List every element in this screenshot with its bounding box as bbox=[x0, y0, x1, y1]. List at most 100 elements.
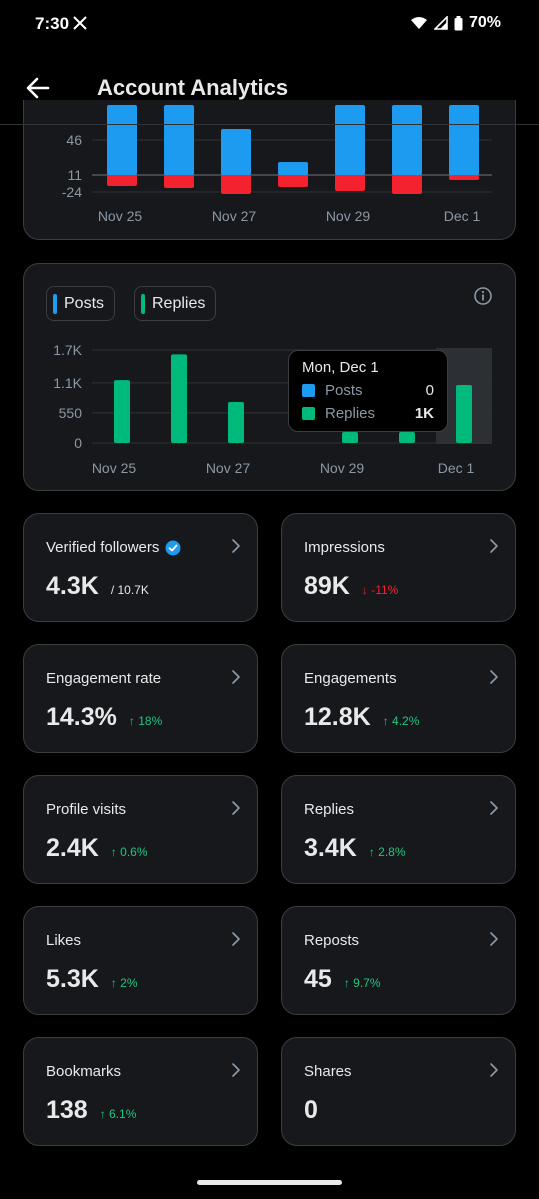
metric-label-text: Bookmarks bbox=[46, 1063, 122, 1080]
metric-change-up: ↑ 6.1% bbox=[99, 1107, 137, 1121]
top-bar-negative bbox=[392, 175, 422, 194]
metric-change-up: ↑ 0.6% bbox=[110, 845, 148, 859]
tooltip-row-posts: Posts 0 bbox=[302, 382, 434, 399]
metric-card-impressions[interactable]: Impressions 89K ↓ -11% bbox=[281, 513, 516, 622]
wifi-icon bbox=[410, 17, 427, 29]
top-x-tick-label: Dec 1 bbox=[444, 208, 481, 224]
chevron-right-icon bbox=[490, 932, 498, 946]
mid-x-tick-label: Nov 27 bbox=[206, 460, 251, 476]
status-bar: 7:30 70% bbox=[0, 0, 539, 48]
metric-change-up: ↑ 9.7% bbox=[343, 976, 381, 990]
metric-value: 2.4K bbox=[46, 834, 99, 862]
top-bar-negative bbox=[221, 175, 251, 194]
metric-total: / 10.7K bbox=[110, 583, 149, 597]
metric-label-text: Likes bbox=[46, 932, 82, 949]
top-bar-positive bbox=[335, 105, 365, 175]
page-title: Account Analytics bbox=[97, 75, 289, 100]
mid-y-tick-label: 1.1K bbox=[53, 375, 82, 391]
top-bar-positive bbox=[449, 105, 479, 175]
metric-value-row: 12.8K ↑ 4.2% bbox=[304, 703, 419, 732]
chevron-right-icon bbox=[490, 670, 498, 684]
metric-value: 5.3K bbox=[46, 965, 99, 993]
chevron-right-icon bbox=[232, 801, 240, 815]
metric-label: Impressions bbox=[304, 539, 385, 556]
metric-card-verified-followers[interactable]: Verified followers 4.3K / 10.7K bbox=[23, 513, 258, 622]
status-icons: 70% bbox=[410, 14, 501, 32]
metric-card-bookmarks[interactable]: Bookmarks 138 ↑ 6.1% bbox=[23, 1037, 258, 1146]
tooltip-row-replies: Replies 1K bbox=[302, 405, 434, 422]
mid-x-tick-label: Nov 29 bbox=[320, 460, 365, 476]
chevron-right-icon bbox=[490, 1063, 498, 1077]
chevron-right-icon bbox=[232, 1063, 240, 1077]
metric-label-text: Engagement rate bbox=[46, 670, 162, 687]
legend-replies[interactable]: Replies bbox=[134, 286, 217, 321]
top-bar-negative bbox=[335, 175, 365, 191]
mid-bar-replies bbox=[342, 432, 358, 443]
metric-card-reposts[interactable]: Reposts 45 ↑ 9.7% bbox=[281, 906, 516, 1015]
metric-value-row: 2.4K ↑ 0.6% bbox=[46, 834, 148, 863]
mid-bar-replies bbox=[114, 380, 130, 443]
tooltip-posts-value: 0 bbox=[425, 382, 434, 399]
metric-card-engagements[interactable]: Engagements 12.8K ↑ 4.2% bbox=[281, 644, 516, 753]
metric-change-down: ↓ -11% bbox=[361, 583, 399, 597]
metric-change-up: ↑ 2% bbox=[110, 976, 138, 990]
metric-card-profile-visits[interactable]: Profile visits 2.4K ↑ 0.6% bbox=[23, 775, 258, 884]
metric-value-row: 0 bbox=[304, 1096, 318, 1125]
chart-posts-change-svg: 46 11-24 Nov 25 Nov 27 Nov 29 Dec 1 bbox=[62, 105, 492, 224]
metric-card-likes[interactable]: Likes 5.3K ↑ 2% bbox=[23, 906, 258, 1015]
metric-value-row: 4.3K / 10.7K bbox=[46, 572, 149, 601]
metric-label-text: Shares bbox=[304, 1063, 352, 1080]
battery-percent: 70% bbox=[468, 14, 501, 31]
mid-x-tick-label: Dec 1 bbox=[438, 460, 475, 476]
status-time: 7:30 bbox=[35, 14, 70, 33]
top-bar-negative bbox=[449, 175, 479, 180]
metric-value: 45 bbox=[304, 965, 332, 993]
metric-label-text: Replies bbox=[304, 801, 355, 818]
metric-label: Profile visits bbox=[46, 801, 126, 818]
metric-label: Bookmarks bbox=[46, 1063, 121, 1080]
chevron-right-icon bbox=[232, 670, 240, 684]
battery-icon bbox=[454, 15, 463, 30]
tooltip-replies-label: Replies bbox=[325, 405, 376, 422]
tooltip-title: Mon, Dec 1 bbox=[302, 359, 379, 376]
top-x-tick-label: Nov 29 bbox=[326, 208, 371, 224]
mid-y-tick-label: 550 bbox=[59, 405, 83, 421]
info-icon[interactable] bbox=[473, 286, 493, 306]
top-bar-positive bbox=[107, 105, 137, 175]
metric-label-text: Impressions bbox=[304, 539, 385, 556]
metric-value: 89K bbox=[304, 572, 350, 600]
back-arrow-icon[interactable] bbox=[22, 72, 54, 104]
tooltip-replies-swatch bbox=[302, 407, 315, 420]
mid-bar-replies bbox=[228, 401, 244, 443]
top-bar-positive bbox=[221, 129, 251, 175]
chevron-right-icon bbox=[490, 801, 498, 815]
top-bar-negative bbox=[107, 175, 137, 186]
x-logo-icon bbox=[73, 16, 87, 30]
cellular-signal-icon bbox=[433, 16, 448, 30]
metric-change-up: ↑ 2.8% bbox=[368, 845, 406, 859]
metric-value-row: 45 ↑ 9.7% bbox=[304, 965, 381, 994]
metric-label: Reposts bbox=[304, 932, 359, 949]
legend-posts[interactable]: Posts bbox=[46, 286, 116, 321]
legend-posts-swatch bbox=[53, 293, 57, 314]
metric-change-up: ↑ 18% bbox=[128, 714, 163, 728]
metric-value: 12.8K bbox=[304, 703, 371, 731]
home-indicator[interactable] bbox=[197, 1180, 342, 1185]
top-bar-positive bbox=[392, 105, 422, 175]
chart-posts-change: 46 11 -24 Nov 25 Nov 27 Nov 29 Dec 1 bbox=[23, 100, 516, 240]
header-divider bbox=[0, 124, 539, 125]
metric-value: 14.3% bbox=[46, 703, 117, 731]
top-x-tick-label: Nov 27 bbox=[212, 208, 257, 224]
metric-label-text: Verified followers bbox=[46, 539, 160, 556]
metric-card-shares[interactable]: Shares 0 bbox=[281, 1037, 516, 1146]
mid-y-tick-label: 0 bbox=[74, 435, 82, 451]
metric-label: Likes bbox=[46, 932, 81, 949]
legend-posts-label: Posts bbox=[64, 294, 105, 312]
metric-card-replies[interactable]: Replies 3.4K ↑ 2.8% bbox=[281, 775, 516, 884]
chart-tooltip: Mon, Dec 1 Posts 0 Replies 1K bbox=[288, 350, 448, 432]
metric-label: Replies bbox=[304, 801, 354, 818]
mid-x-tick-label: Nov 25 bbox=[92, 460, 137, 476]
metric-label-text: Reposts bbox=[304, 932, 360, 949]
metric-card-engagement-rate[interactable]: Engagement rate 14.3% ↑ 18% bbox=[23, 644, 258, 753]
metric-value-row: 3.4K ↑ 2.8% bbox=[304, 834, 406, 863]
